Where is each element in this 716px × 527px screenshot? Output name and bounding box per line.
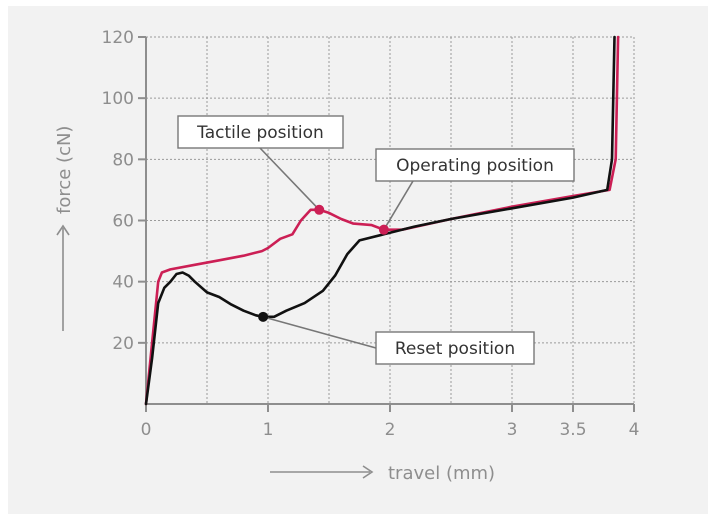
- annotation-leader-line: [383, 180, 414, 231]
- y-tick-label: 60: [112, 212, 134, 232]
- series-line-reset: [144, 35, 616, 406]
- y-axis-arrow-head: [56, 224, 70, 236]
- annotation-label: Reset position: [395, 339, 515, 359]
- x-axis-label: travel (mm): [388, 463, 495, 484]
- annotation-leader-line: [259, 147, 320, 211]
- x-tick-label: 4: [629, 420, 640, 440]
- annotation-box: [375, 148, 575, 182]
- annotation-label: Tactile position: [196, 123, 324, 143]
- x-tick-label: 0: [141, 420, 152, 440]
- annotation-label: Operating position: [396, 156, 554, 176]
- x-tick-label: 3.5: [559, 420, 586, 440]
- y-tick-label: 40: [112, 273, 134, 293]
- x-tick-label: 3: [507, 420, 518, 440]
- annotation-box: [177, 115, 344, 149]
- y-axis-label: force (cN): [54, 126, 75, 214]
- y-tick-label: 100: [102, 89, 134, 109]
- annotation-box: [375, 331, 535, 365]
- annotation-point: [258, 311, 269, 322]
- y-tick-label: 20: [112, 334, 134, 354]
- annotation-leader-line: [262, 316, 377, 349]
- x-tick-label: 2: [385, 420, 396, 440]
- annotation-point: [314, 204, 325, 215]
- x-axis-arrow-head: [362, 465, 374, 479]
- y-tick-label: 80: [112, 150, 134, 170]
- annotation-point: [378, 224, 389, 235]
- force-travel-chart: 20 40 60 80 100 120 0 1 2 3 3.5 4 travel (mm) force (…: [54, 28, 640, 484]
- y-tick-label: 120: [102, 28, 134, 48]
- x-tick-label: 1: [263, 420, 274, 440]
- chart-panel: 20 40 60 80 100 120 0 1 2 3 3.5 4 travel (mm) force (…: [8, 6, 708, 514]
